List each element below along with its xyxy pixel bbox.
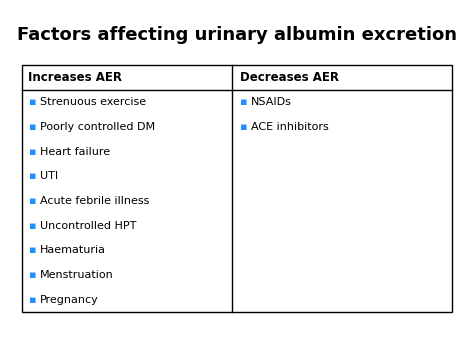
Bar xyxy=(22,65,452,312)
Text: ▪: ▪ xyxy=(29,147,36,157)
Text: Poorly controlled DM: Poorly controlled DM xyxy=(40,122,155,132)
Text: ▪: ▪ xyxy=(240,97,247,107)
Text: Pregnancy: Pregnancy xyxy=(40,295,99,305)
Text: ▪: ▪ xyxy=(29,97,36,107)
Text: Haematuria: Haematuria xyxy=(40,245,106,255)
Text: Strenuous exercise: Strenuous exercise xyxy=(40,97,146,107)
Text: ▪: ▪ xyxy=(29,270,36,280)
Text: ▪: ▪ xyxy=(29,295,36,305)
Text: Increases AER: Increases AER xyxy=(28,71,122,84)
Text: ▪: ▪ xyxy=(240,122,247,132)
Text: Menstruation: Menstruation xyxy=(40,270,114,280)
Text: Decreases AER: Decreases AER xyxy=(240,71,339,84)
Text: Uncontrolled HPT: Uncontrolled HPT xyxy=(40,221,137,231)
Text: UTI: UTI xyxy=(40,171,58,181)
Text: ▪: ▪ xyxy=(29,171,36,181)
Text: Factors affecting urinary albumin excretion: Factors affecting urinary albumin excret… xyxy=(17,26,457,44)
Text: Heart failure: Heart failure xyxy=(40,147,110,157)
Text: ▪: ▪ xyxy=(29,245,36,255)
Text: ▪: ▪ xyxy=(29,196,36,206)
Text: NSAIDs: NSAIDs xyxy=(251,97,292,107)
Text: ACE inhibitors: ACE inhibitors xyxy=(251,122,329,132)
Text: ▪: ▪ xyxy=(29,122,36,132)
Text: Acute febrile illness: Acute febrile illness xyxy=(40,196,149,206)
Text: ▪: ▪ xyxy=(29,221,36,231)
